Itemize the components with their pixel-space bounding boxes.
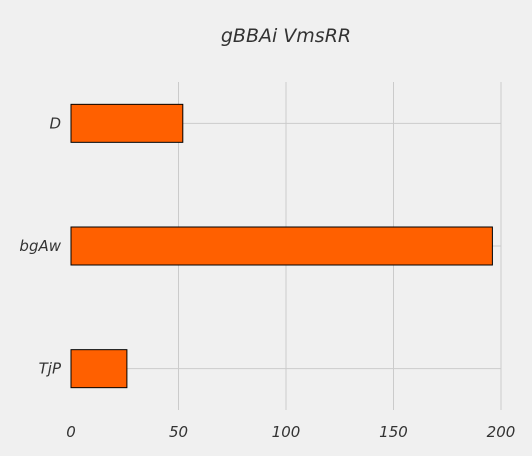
x-tick-label: 200 bbox=[487, 423, 516, 441]
chart-title: gBBAi VmsRR bbox=[221, 25, 351, 47]
x-tick-label: 0 bbox=[66, 423, 76, 441]
x-tick-label: 100 bbox=[272, 423, 301, 441]
y-tick-label: D bbox=[49, 114, 61, 132]
bar-bgAw bbox=[70, 226, 493, 266]
bar-TjP bbox=[70, 349, 128, 389]
y-tick-label: bgAw bbox=[19, 237, 61, 255]
y-tick-label: TjP bbox=[39, 360, 62, 378]
bars bbox=[70, 103, 493, 389]
x-tick-label: 50 bbox=[169, 423, 188, 441]
x-tick-labels: 0 50 100 150 200 bbox=[66, 423, 515, 441]
x-tick-label: 150 bbox=[379, 423, 408, 441]
bar-D bbox=[70, 103, 184, 143]
